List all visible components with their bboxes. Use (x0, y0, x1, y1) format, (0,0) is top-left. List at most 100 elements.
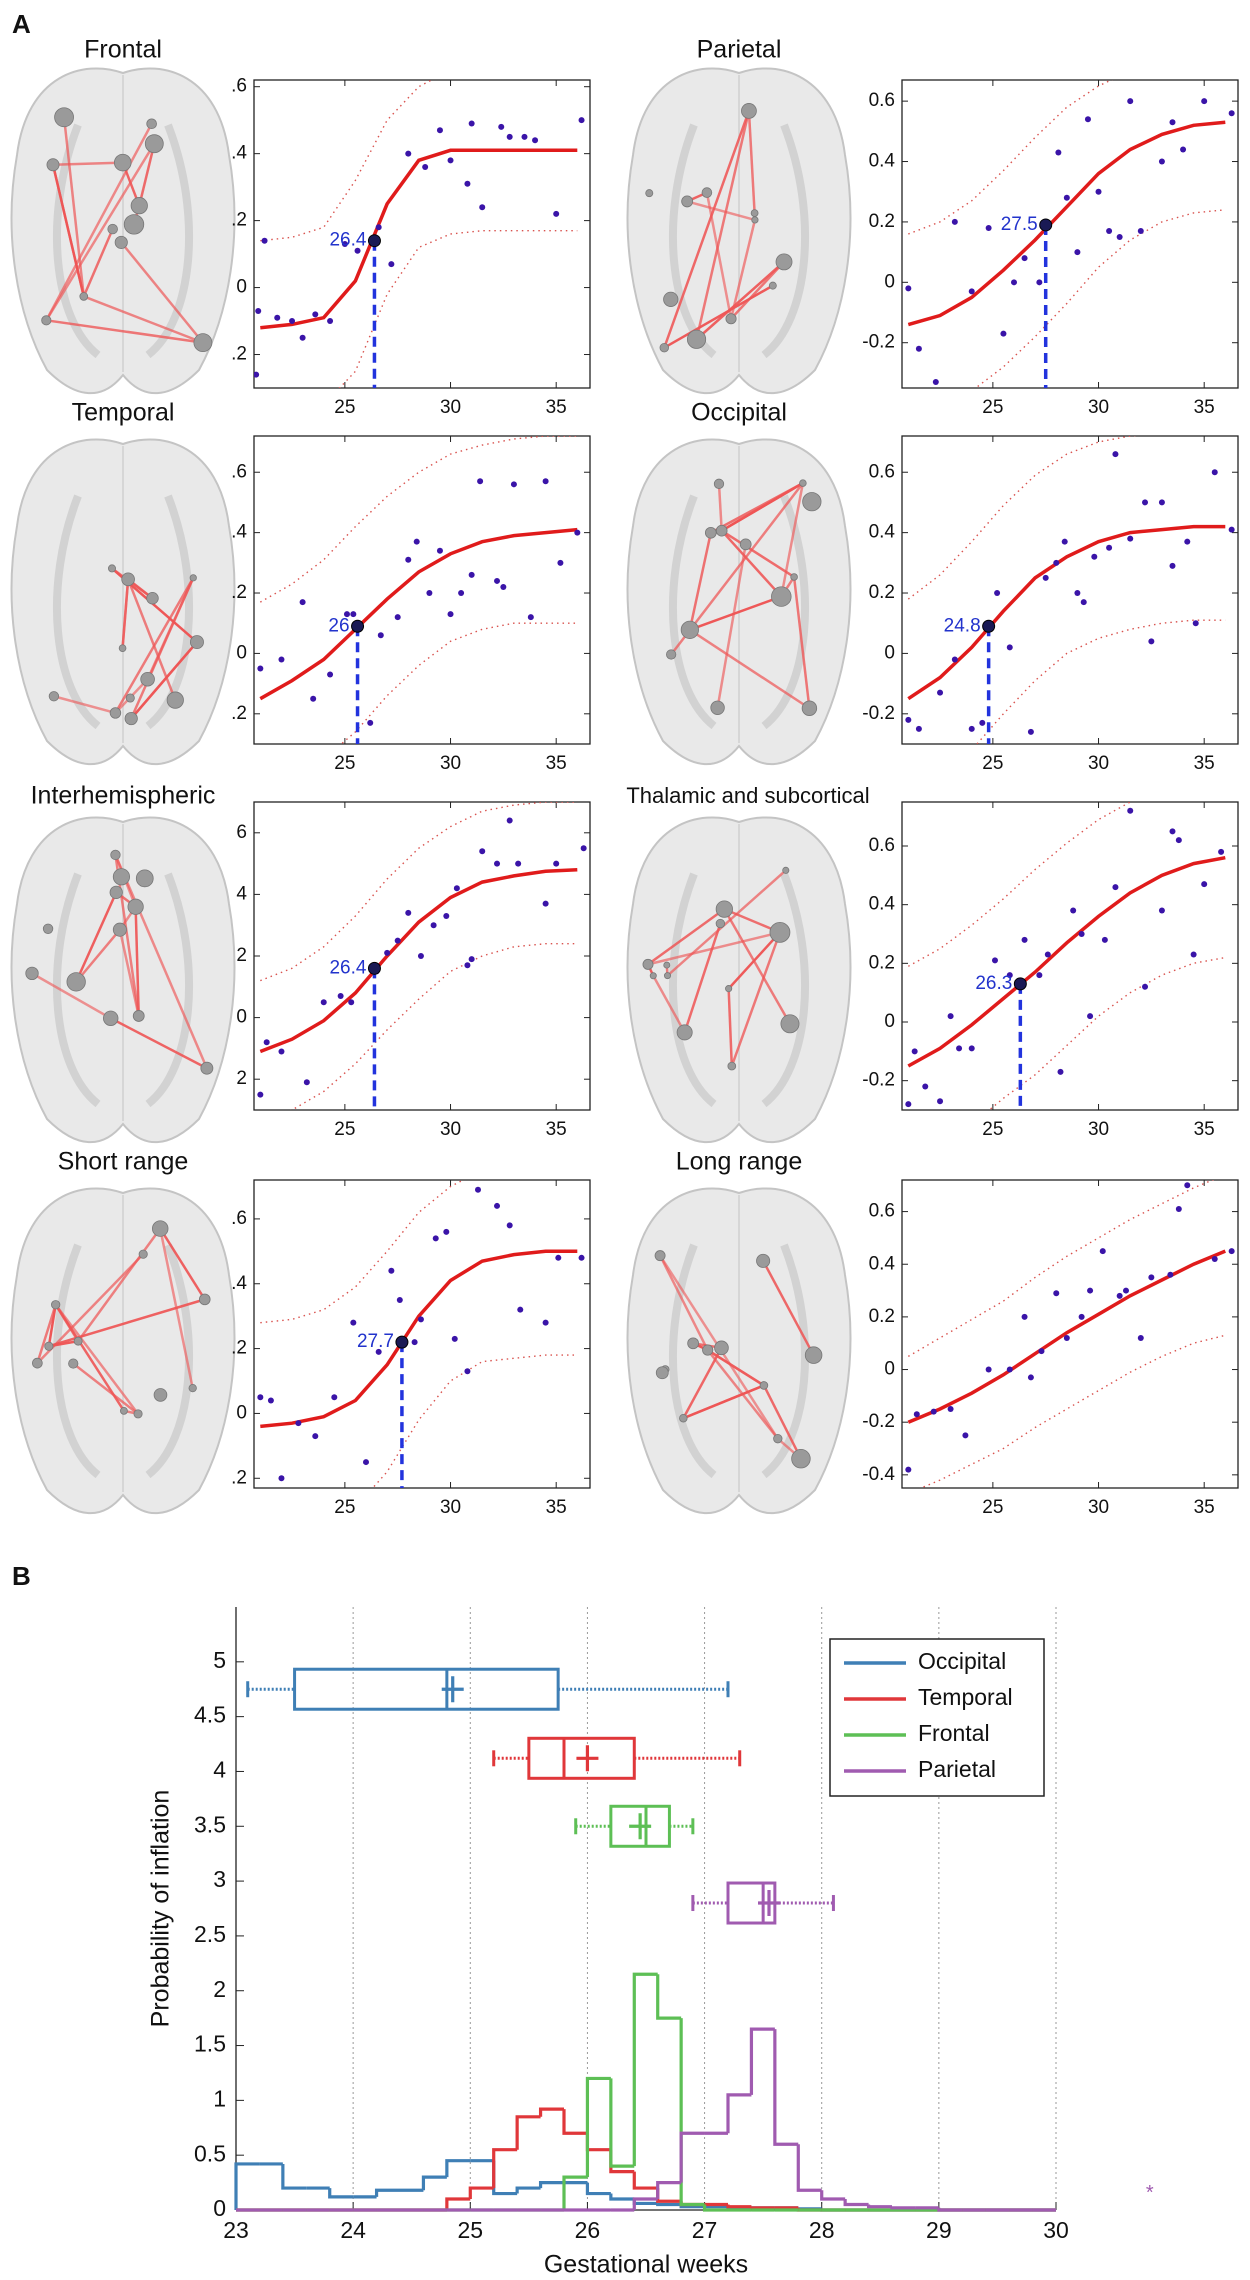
connection (647, 931, 781, 966)
brain-node (710, 700, 725, 715)
connection (658, 1255, 709, 1351)
y-tick-label: 0.4 (869, 151, 896, 172)
brain-node (645, 189, 654, 198)
x-tick-label: 30 (1088, 397, 1109, 418)
brain-node (188, 1383, 197, 1393)
y-tick-label: 5 (213, 1647, 226, 1673)
brain-node (715, 918, 726, 929)
x-tick-label: 35 (546, 1119, 567, 1140)
brain-node (54, 107, 74, 128)
x-tick-label: 27 (692, 2217, 718, 2243)
brain-node (68, 1358, 79, 1369)
data-point (905, 1101, 912, 1108)
connection (45, 143, 156, 321)
data-point (1184, 538, 1191, 545)
data-point (1169, 119, 1176, 126)
data-point (257, 665, 264, 672)
data-point (557, 559, 564, 566)
data-point (1211, 469, 1218, 476)
brain-node (113, 153, 132, 172)
data-point (905, 285, 912, 292)
histogram-step (445, 2159, 471, 2178)
data-point (1106, 227, 1113, 234)
connection (762, 1260, 815, 1356)
connection (780, 482, 805, 597)
data-point (1116, 1292, 1123, 1299)
brain-node (109, 707, 122, 719)
histogram-step (445, 2197, 471, 2210)
connection (695, 110, 751, 340)
x-tick-label: 30 (440, 753, 461, 774)
y-tick-label: 2.5 (194, 1921, 226, 1947)
y-tick-label: 0.2 (869, 582, 895, 603)
y-tick-label: 0.6 (869, 835, 895, 856)
plot-area (257, 436, 581, 744)
y-tick-label: 0.4 (869, 1253, 896, 1274)
data-point (267, 1397, 274, 1404)
connection (75, 928, 121, 983)
histogram-step (562, 2175, 588, 2210)
data-point (468, 956, 475, 963)
brain-node (41, 315, 52, 326)
brain-node (44, 1341, 54, 1351)
connection (689, 595, 782, 632)
brain-node (713, 478, 725, 489)
y-tick-label: 0.2 (869, 952, 895, 973)
data-point (985, 224, 992, 231)
data-point (479, 204, 486, 211)
data-point (1063, 194, 1070, 201)
y-tick-label: .6 (231, 76, 247, 97)
brain-node (144, 134, 164, 154)
y-tick-label: .6 (231, 1208, 247, 1229)
brain-node (791, 1448, 811, 1469)
histogram-step (468, 2186, 494, 2200)
brain-node (66, 972, 86, 992)
brain-node (110, 849, 121, 861)
histogram-step (702, 2204, 728, 2212)
data-point (555, 1254, 562, 1261)
data-point (951, 218, 958, 225)
connection (126, 578, 177, 701)
histogram-step (515, 2115, 541, 2150)
data-point (413, 538, 420, 545)
data-point (930, 1408, 937, 1415)
data-point (327, 671, 334, 678)
data-point (1218, 848, 1225, 855)
x-tick-label: 30 (440, 1119, 461, 1140)
histogram-step (656, 2180, 682, 2200)
histogram-step (632, 2197, 658, 2210)
data-point (350, 611, 357, 618)
connection (666, 869, 787, 977)
brain-node (654, 1250, 666, 1262)
connection (717, 483, 723, 531)
data-point (962, 1432, 969, 1439)
x-tick-label: 25 (457, 2217, 483, 2243)
data-point (405, 556, 412, 563)
data-point (1180, 146, 1187, 153)
data-point (299, 599, 306, 606)
box-mean (758, 1890, 780, 1917)
threshold-label: 27.5 (1001, 214, 1038, 235)
subplot-title: Interhemispheric (31, 782, 216, 810)
data-point (542, 478, 549, 485)
fit-curve (907, 855, 1226, 1068)
data-point (1021, 936, 1028, 943)
data-point (394, 937, 401, 944)
fit-curve (259, 527, 578, 701)
data-point (506, 817, 513, 824)
histogram-step (773, 2029, 799, 2146)
data-point (1184, 1182, 1191, 1189)
box-mean (576, 1745, 599, 1772)
y-tick-label: 4 (236, 883, 247, 904)
brain-node (198, 1293, 211, 1306)
brain-node (193, 333, 213, 353)
histogram-step (679, 2131, 705, 2183)
connection (647, 908, 726, 966)
y-tick-label: 1 (213, 2085, 226, 2111)
x-tick-label: 35 (546, 753, 567, 774)
brain-inner (52, 1243, 194, 1479)
y-tick-label: .2 (231, 582, 247, 603)
connection (36, 1304, 57, 1364)
plot-frame (253, 1179, 591, 1489)
